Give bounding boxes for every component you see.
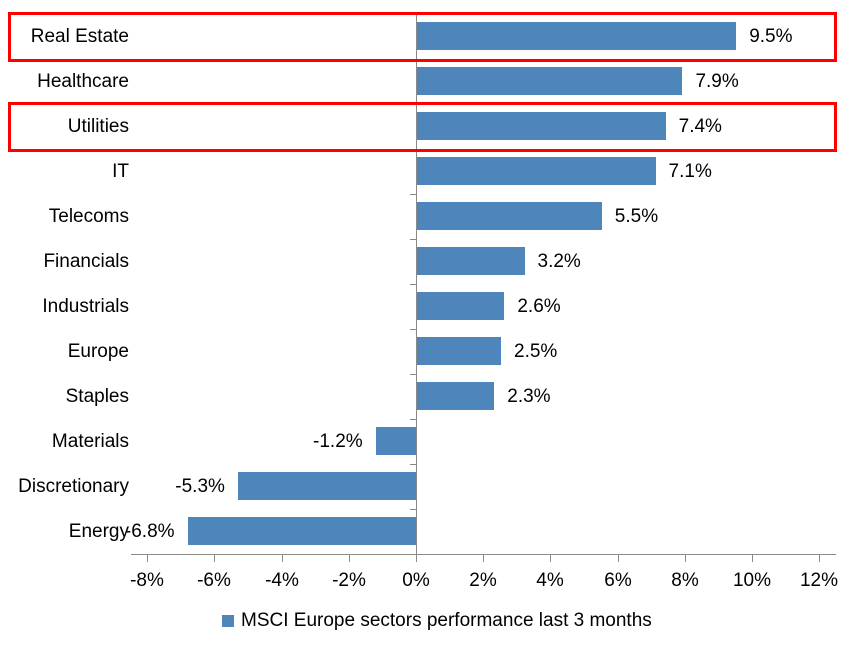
category-tick xyxy=(410,239,416,240)
x-tick xyxy=(752,554,753,562)
value-label-utilities: 7.4% xyxy=(678,116,722,137)
category-tick xyxy=(410,194,416,195)
x-tick-label: -6% xyxy=(197,570,231,591)
x-tick xyxy=(618,554,619,562)
category-tick xyxy=(410,509,416,510)
x-tick-label: 6% xyxy=(604,570,632,591)
highlight-box-real-estate xyxy=(8,12,837,62)
category-tick xyxy=(410,419,416,420)
bar-it xyxy=(417,157,656,185)
category-tick xyxy=(410,329,416,330)
category-label-it: IT xyxy=(112,161,129,182)
category-label-healthcare: Healthcare xyxy=(37,71,129,92)
x-tick-label: -4% xyxy=(265,570,299,591)
value-label-it: 7.1% xyxy=(668,161,712,182)
x-tick-label: 0% xyxy=(402,570,430,591)
bar-real-estate xyxy=(417,22,737,50)
x-tick xyxy=(214,554,215,562)
value-label-financials: 3.2% xyxy=(537,251,581,272)
x-tick-label: 8% xyxy=(671,570,699,591)
bar-telecoms xyxy=(417,202,602,230)
value-label-energy: -6.8% xyxy=(124,521,175,542)
value-label-staples: 2.3% xyxy=(507,386,551,407)
bar-healthcare xyxy=(417,67,683,95)
x-tick xyxy=(416,554,417,562)
category-tick xyxy=(410,464,416,465)
x-tick xyxy=(483,554,484,562)
legend: MSCI Europe sectors performance last 3 m… xyxy=(222,610,652,632)
x-tick xyxy=(282,554,283,562)
value-label-materials: -1.2% xyxy=(313,431,363,452)
category-tick xyxy=(410,554,416,555)
category-tick xyxy=(410,284,416,285)
value-label-europe: 2.5% xyxy=(514,341,558,362)
x-tick xyxy=(685,554,686,562)
legend-label: MSCI Europe sectors performance last 3 m… xyxy=(241,610,652,631)
x-tick-label: 4% xyxy=(536,570,564,591)
legend-marker-icon xyxy=(222,615,234,627)
x-tick-label: -8% xyxy=(130,570,164,591)
category-tick xyxy=(410,374,416,375)
value-label-telecoms: 5.5% xyxy=(614,206,659,227)
x-tick xyxy=(147,554,148,562)
highlight-box-utilities xyxy=(8,102,837,152)
category-label-utilities: Utilities xyxy=(67,116,129,137)
bar-financials xyxy=(417,247,525,275)
x-tick xyxy=(819,554,820,562)
x-tick xyxy=(349,554,350,562)
category-label-industrials: Industrials xyxy=(42,296,129,317)
category-label-telecoms: Telecoms xyxy=(48,206,129,227)
bar-energy xyxy=(187,517,416,545)
category-label-real-estate: Real Estate xyxy=(30,26,129,47)
category-label-europe: Europe xyxy=(67,341,129,362)
bar-discretionary xyxy=(237,472,416,500)
category-label-discretionary: Discretionary xyxy=(18,476,129,497)
category-label-staples: Staples xyxy=(65,386,129,407)
x-tick xyxy=(550,554,551,562)
x-tick-label: 12% xyxy=(799,570,839,591)
category-label-materials: Materials xyxy=(51,431,129,452)
value-label-real-estate: 9.5% xyxy=(749,26,793,47)
value-label-discretionary: -5.3% xyxy=(175,476,225,497)
bar-materials xyxy=(375,427,416,455)
bar-staples xyxy=(417,382,495,410)
value-label-industrials: 2.6% xyxy=(517,296,561,317)
category-label-energy: Energy xyxy=(68,521,129,542)
x-tick-label: 2% xyxy=(469,570,497,591)
value-label-healthcare: 7.9% xyxy=(695,71,739,92)
x-tick-label: -2% xyxy=(332,570,366,591)
bar-europe xyxy=(417,337,501,365)
category-label-financials: Financials xyxy=(43,251,129,272)
x-tick-label: 10% xyxy=(732,570,772,591)
bar-industrials xyxy=(417,292,505,320)
bar-utilities xyxy=(417,112,666,140)
y-axis-line xyxy=(416,14,417,554)
